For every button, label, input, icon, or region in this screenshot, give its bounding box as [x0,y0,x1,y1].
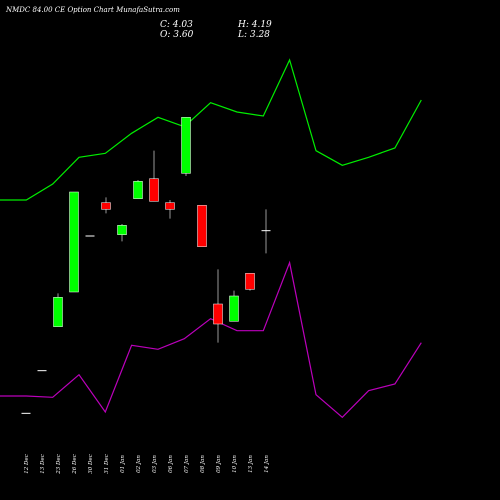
candle-body [117,225,127,235]
candle-5 [101,197,111,214]
candle-body [213,303,223,325]
candle-body [165,202,175,210]
lower-band-line [0,260,422,419]
x-tick-label: 13 Dec [40,454,46,474]
x-tick-label: 13 Jan [248,455,254,473]
candle-body [229,295,239,322]
chart-title: NMDC 84.00 CE Option Chart MunafaSutra.c… [5,6,180,14]
candle-body [197,205,207,247]
high-readout: H: 4.19 [237,20,272,30]
candle-10 [181,117,191,176]
candle-6 [117,224,127,242]
x-tick-label: 10 Jan [232,455,238,473]
candle-15 [261,209,271,254]
x-tick-label: 02 Jan [136,455,142,473]
x-axis-ticks: 12 Dec 13 Dec 23 Dec 26 Dec 30 Dec 31 Dec 01 J… [24,454,270,475]
candle-body [245,273,255,290]
candle-9 [165,200,175,219]
x-tick-label: 09 Jan [216,455,222,473]
x-tick-label: 31 Dec [104,454,110,474]
x-tick-label: 01 Jan [120,455,126,473]
x-tick-label: 30 Dec [88,454,94,474]
x-tick-label: 06 Jan [168,455,174,473]
candle-body [181,117,191,174]
candle-body [149,178,159,202]
band-lines [0,58,422,419]
candle-8 [149,150,159,202]
candle-body [101,202,111,210]
candle-11 [197,205,207,247]
open-readout: O: 3.60 [160,30,194,40]
x-tick-label: 07 Jan [184,455,190,473]
x-tick-label: 03 Jan [152,455,158,473]
candle-14 [245,273,255,291]
x-tick-label: 26 Dec [72,454,78,475]
x-tick-label: 14 Jan [264,455,270,473]
candle-body [53,297,63,327]
x-tick-label: 23 Dec [56,454,62,475]
low-readout: L: 3.28 [237,30,270,40]
x-tick-label: 12 Dec [24,454,30,474]
candle-7 [133,180,143,199]
candle-3 [69,191,79,293]
candle-2 [53,293,63,327]
candles [21,117,271,414]
close-readout: C: 4.03 [160,20,193,30]
upper-band-line [0,58,422,201]
candle-12 [213,269,223,343]
candle-body [69,191,79,293]
x-tick-label: 08 Jan [200,455,206,473]
candle-13 [229,290,239,322]
candle-body [133,181,143,199]
